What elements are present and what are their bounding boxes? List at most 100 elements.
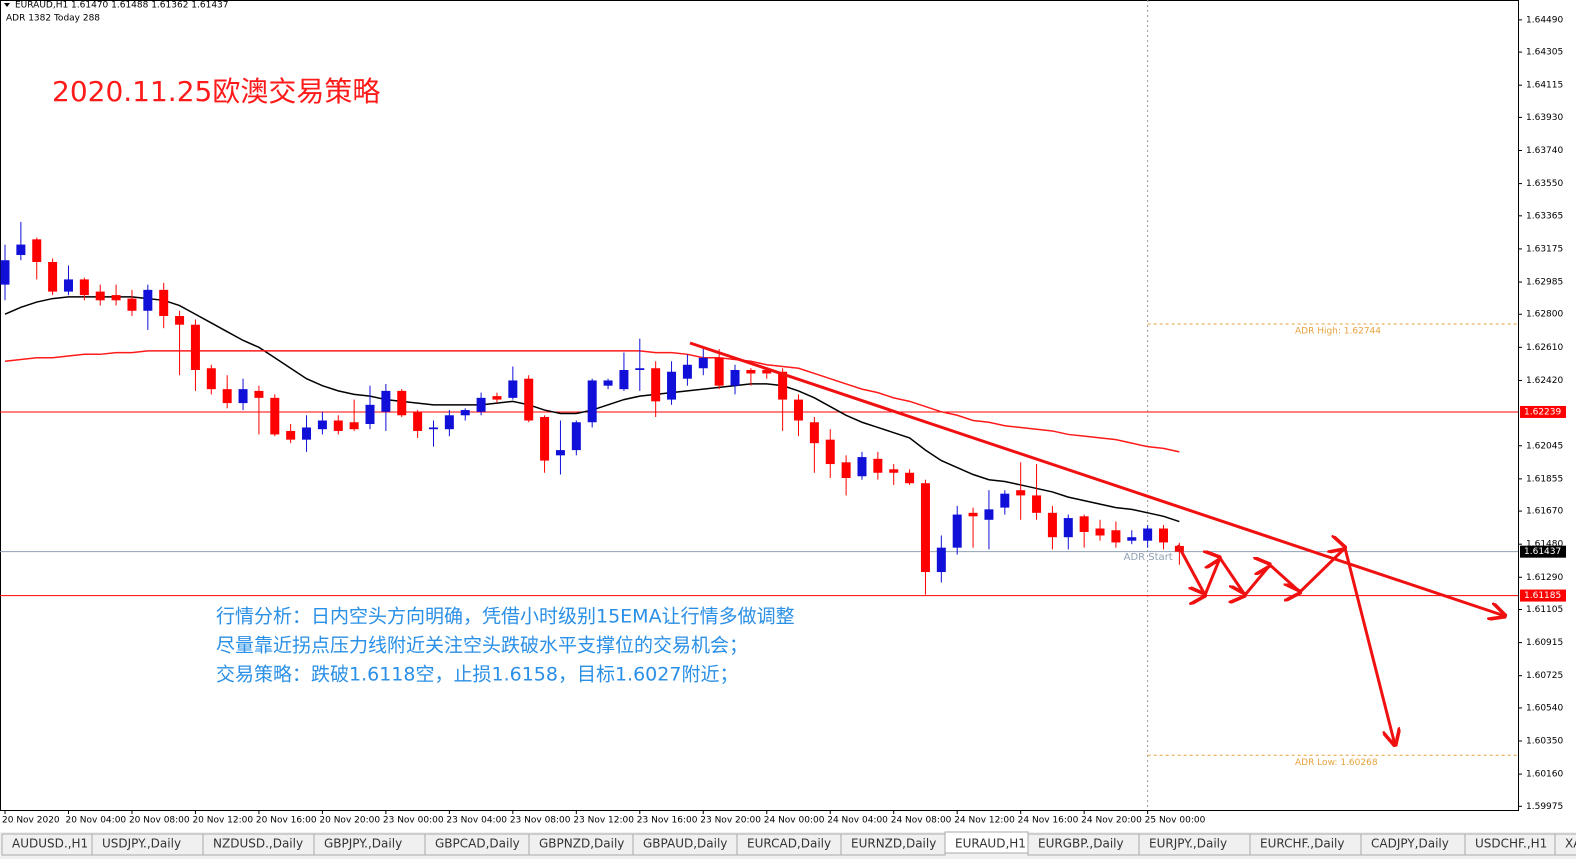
candle-body [159, 289, 169, 316]
tab-label[interactable]: EURNZD,Daily [851, 837, 936, 851]
adr-start-label: ADR Start [1124, 552, 1173, 563]
y-tick-label: 1.60725 [1526, 671, 1563, 681]
x-tick-label: 20 Nov 12:00 [192, 816, 253, 826]
analysis-line: 尽量靠近拐点压力线附近关注空头跌破水平支撑位的交易机会； [216, 635, 748, 657]
tab-label[interactable]: EURCAD,Daily [747, 837, 831, 851]
candle-body [1047, 512, 1057, 538]
y-tick-label: 1.61480 [1526, 540, 1563, 550]
y-tick-label: 1.63930 [1526, 113, 1563, 123]
tab-label[interactable]: USDJPY.,Daily [102, 837, 181, 851]
tab-label[interactable]: GBPNZD,Daily [539, 837, 624, 851]
candle-body [508, 380, 518, 398]
candle-body [238, 389, 248, 404]
candle-body [302, 427, 312, 440]
price-label-box [1520, 405, 1566, 418]
candle-body [524, 378, 534, 421]
candle-body [365, 404, 375, 424]
menu-arrow [4, 3, 10, 7]
tab-label[interactable]: EURJPY.,Daily [1149, 837, 1227, 851]
candle-body [127, 298, 137, 311]
x-tick-label: 20 Nov 20:00 [319, 816, 380, 826]
candle-body [984, 509, 994, 520]
tab-label[interactable]: EURCHF.,Daily [1260, 837, 1344, 851]
symbol-line: EURAUD,H1 1.61470 1.61488 1.61362 1.6143… [15, 1, 229, 11]
candle-body [809, 422, 819, 444]
candle-body [1079, 516, 1089, 532]
tab[interactable] [1554, 833, 1576, 856]
candle-body [79, 279, 89, 296]
price-label-box [1520, 545, 1566, 558]
x-tick-label: 23 Nov 08:00 [510, 816, 571, 826]
candle-body [825, 439, 835, 465]
tab-label[interactable]: CADJPY,Daily [1371, 837, 1449, 851]
candle-body [619, 369, 629, 390]
y-tick-label: 1.63175 [1526, 244, 1563, 254]
candle-body [428, 427, 438, 430]
price-label-box [1520, 589, 1566, 602]
candle-body [1143, 528, 1153, 541]
candle-body [762, 369, 772, 374]
y-tick-label: 1.61670 [1526, 507, 1563, 517]
candle-body [190, 324, 200, 370]
candle-body [1063, 518, 1073, 538]
candle-body [32, 239, 42, 262]
candle-body [381, 390, 391, 412]
candle-body [778, 371, 788, 400]
y-tick-label: 1.63550 [1526, 179, 1563, 189]
y-tick-label: 1.63365 [1526, 211, 1563, 221]
price-label: 1.61185 [1524, 591, 1561, 601]
plot-frame [0, 0, 1519, 811]
candle-body [952, 514, 962, 548]
y-tick-label: 1.60540 [1526, 703, 1563, 713]
tab-label[interactable]: AUDUSD.,H1 [12, 837, 88, 851]
x-tick-label: 23 Nov 00:00 [383, 816, 444, 826]
candle-body [635, 368, 645, 370]
tab-label[interactable]: EURGBP.,Daily [1038, 837, 1124, 851]
candle-body [841, 462, 851, 478]
candle-body [698, 357, 708, 369]
candle-body [254, 390, 264, 398]
x-tick-label: 24 Nov 00:00 [764, 816, 825, 826]
candle-body [492, 396, 502, 400]
candle-body [397, 390, 407, 416]
candle-body [63, 279, 73, 292]
candle-body [270, 397, 280, 435]
candle-body [413, 411, 423, 431]
candle-body [444, 415, 454, 430]
y-tick-label: 1.64115 [1526, 81, 1563, 91]
candle-body [476, 397, 486, 412]
candle-body [206, 368, 216, 390]
x-tick-label: 20 Nov 2020 [2, 816, 60, 826]
analysis-line: 行情分析：日内空头方向明确，凭借小时级别15EMA让行情多做调整 [216, 606, 795, 628]
y-tick-label: 1.62610 [1526, 343, 1563, 353]
tab-label[interactable]: USDCHF.,H1 [1475, 837, 1547, 851]
candle-body [603, 380, 613, 386]
candle-body [873, 458, 883, 473]
tab-bar: AUDUSD.,H1 USDJPY.,Daily NZDUSD.,Daily GBPJ… [0, 831, 1576, 859]
candle-body [333, 420, 343, 431]
candle-body [317, 420, 327, 430]
tab-label[interactable]: EURAUD,H1 [955, 837, 1026, 851]
tab-label[interactable]: GBPAUD,Daily [643, 837, 727, 851]
adr-line: ADR 1382 Today 288 [6, 14, 100, 24]
candle-body [1095, 528, 1105, 536]
candle-body [95, 291, 105, 301]
candle-body [0, 260, 10, 285]
candle-body [1016, 490, 1026, 496]
candle-body [936, 547, 946, 573]
tab-label[interactable]: NZDUSD.,Daily [213, 837, 303, 851]
tab-label[interactable]: GBPCAD,Daily [435, 837, 520, 851]
tab-label[interactable]: XA [1565, 837, 1576, 851]
candle-body [857, 457, 867, 477]
x-tick-label: 25 Nov 00:00 [1145, 816, 1206, 826]
candle-body [555, 450, 565, 456]
candle-body [587, 380, 597, 423]
y-tick-label: 1.59975 [1526, 802, 1563, 812]
tab-label[interactable]: GBPJPY.,Daily [324, 837, 402, 851]
y-tick-label: 1.62420 [1526, 376, 1563, 386]
price-label: 1.62239 [1524, 407, 1561, 417]
y-tick-label: 1.62985 [1526, 278, 1563, 288]
candle-body [920, 483, 930, 573]
